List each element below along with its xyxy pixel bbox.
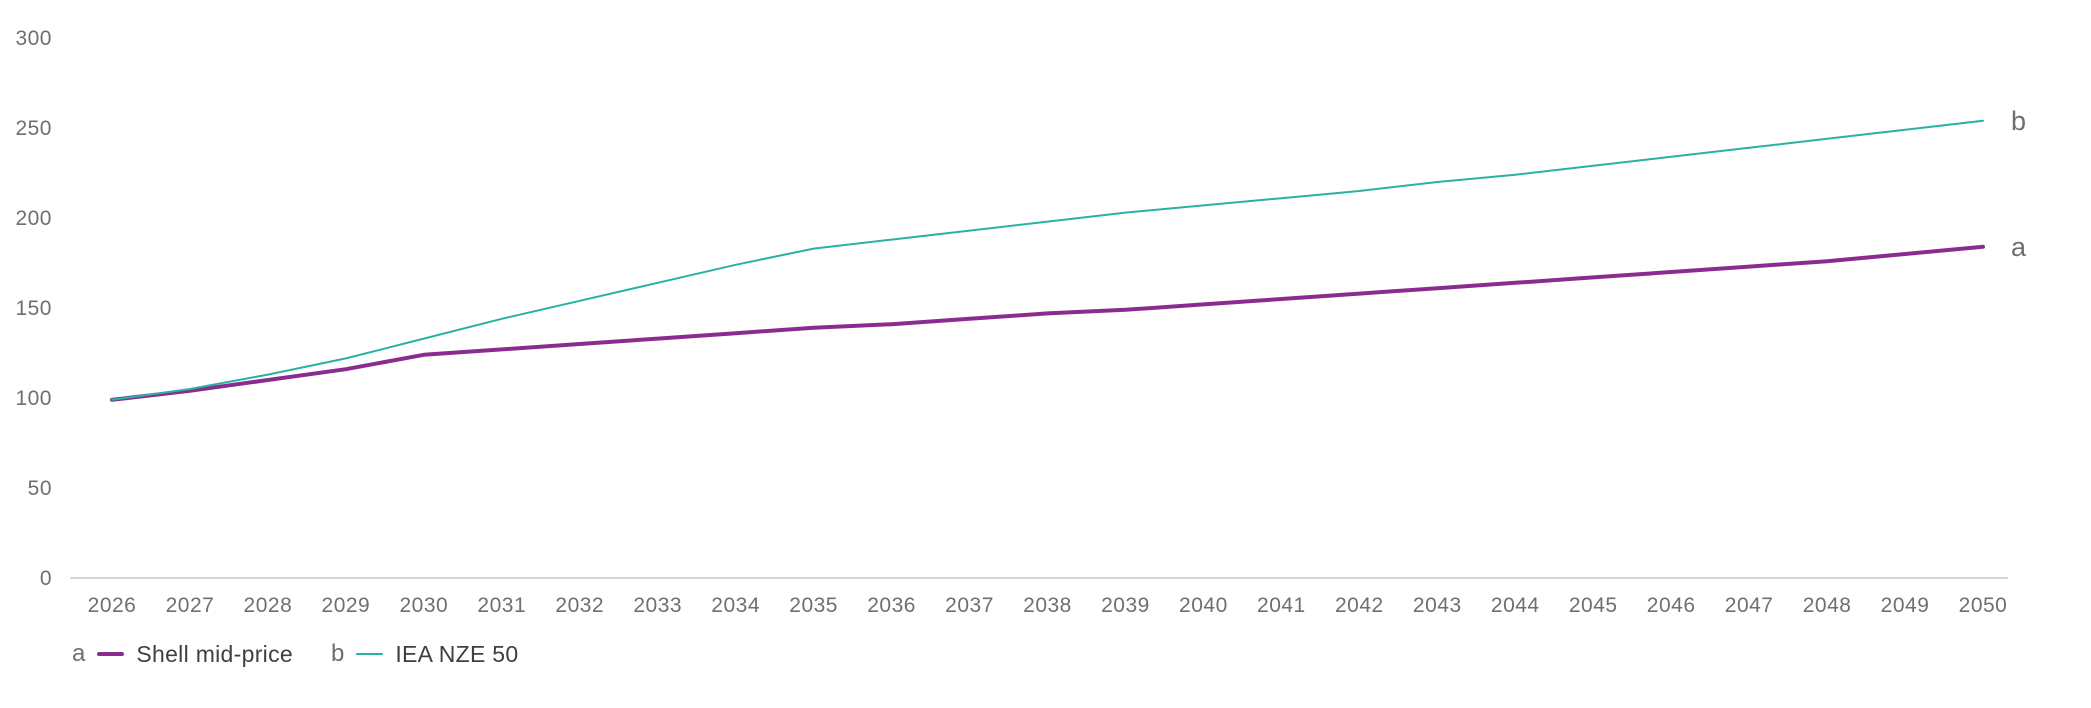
y-axis-tick-label: 50 xyxy=(28,477,52,500)
x-axis-tick-label: 2049 xyxy=(1881,594,1930,617)
y-axis-tick-label: 250 xyxy=(15,117,52,140)
x-axis-tick-label: 2048 xyxy=(1803,594,1852,617)
x-axis-tick-label: 2047 xyxy=(1725,594,1774,617)
legend-label-shell-mid-price: Shell mid-price xyxy=(136,640,293,667)
x-axis-tick-label: 2043 xyxy=(1413,594,1462,617)
y-axis-tick-label: 100 xyxy=(15,387,52,410)
legend-swatch-iea-nze-50-icon xyxy=(356,653,384,655)
x-axis-tick-label: 2045 xyxy=(1569,594,1618,617)
series-line-b xyxy=(111,119,1984,401)
legend-item-iea-nze-50: b IEA NZE 50 xyxy=(331,642,519,666)
y-axis-tick-label: 300 xyxy=(15,27,52,50)
series-end-label-b: b xyxy=(2011,106,2026,136)
series-line-a xyxy=(110,244,1985,402)
chart-legend: a Shell mid-price b IEA NZE 50 xyxy=(72,642,519,666)
y-axis-tick-label: 150 xyxy=(15,297,52,320)
legend-item-shell-mid-price: a Shell mid-price xyxy=(72,642,293,666)
x-axis-tick-label: 2029 xyxy=(322,594,371,617)
x-axis-tick-label: 2033 xyxy=(633,594,682,617)
x-axis-tick-label: 2046 xyxy=(1647,594,1696,617)
x-axis-tick-label: 2026 xyxy=(88,594,137,617)
x-axis-tick-label: 2050 xyxy=(1959,594,2008,617)
y-axis-tick-label: 200 xyxy=(15,207,52,230)
x-axis-tick-label: 2044 xyxy=(1491,594,1540,617)
x-axis-tick-label: 2038 xyxy=(1023,594,1072,617)
legend-swatch-shell-mid-price-icon xyxy=(97,652,125,656)
x-axis-tick-label: 2036 xyxy=(867,594,916,617)
legend-label-iea-nze-50: IEA NZE 50 xyxy=(395,640,519,667)
series-end-label-a: a xyxy=(2011,232,2027,262)
x-axis-tick-label: 2032 xyxy=(555,594,604,617)
x-axis-tick-label: 2042 xyxy=(1335,594,1384,617)
x-axis-tick-label: 2035 xyxy=(789,594,838,617)
x-axis-tick-label: 2037 xyxy=(945,594,994,617)
x-axis-tick-label: 2030 xyxy=(399,594,448,617)
x-axis-tick-label: 2034 xyxy=(711,594,760,617)
x-axis-tick-label: 2039 xyxy=(1101,594,1150,617)
legend-letter-a: a xyxy=(72,640,86,667)
x-axis-tick-label: 2041 xyxy=(1257,594,1306,617)
x-axis-tick-label: 2031 xyxy=(477,594,526,617)
legend-letter-b: b xyxy=(330,640,345,667)
x-axis-tick-label: 2028 xyxy=(244,594,293,617)
x-axis-tick-label: 2040 xyxy=(1179,594,1228,617)
x-axis-tick-label: 2027 xyxy=(166,594,215,617)
y-axis-tick-label: 0 xyxy=(40,567,52,590)
